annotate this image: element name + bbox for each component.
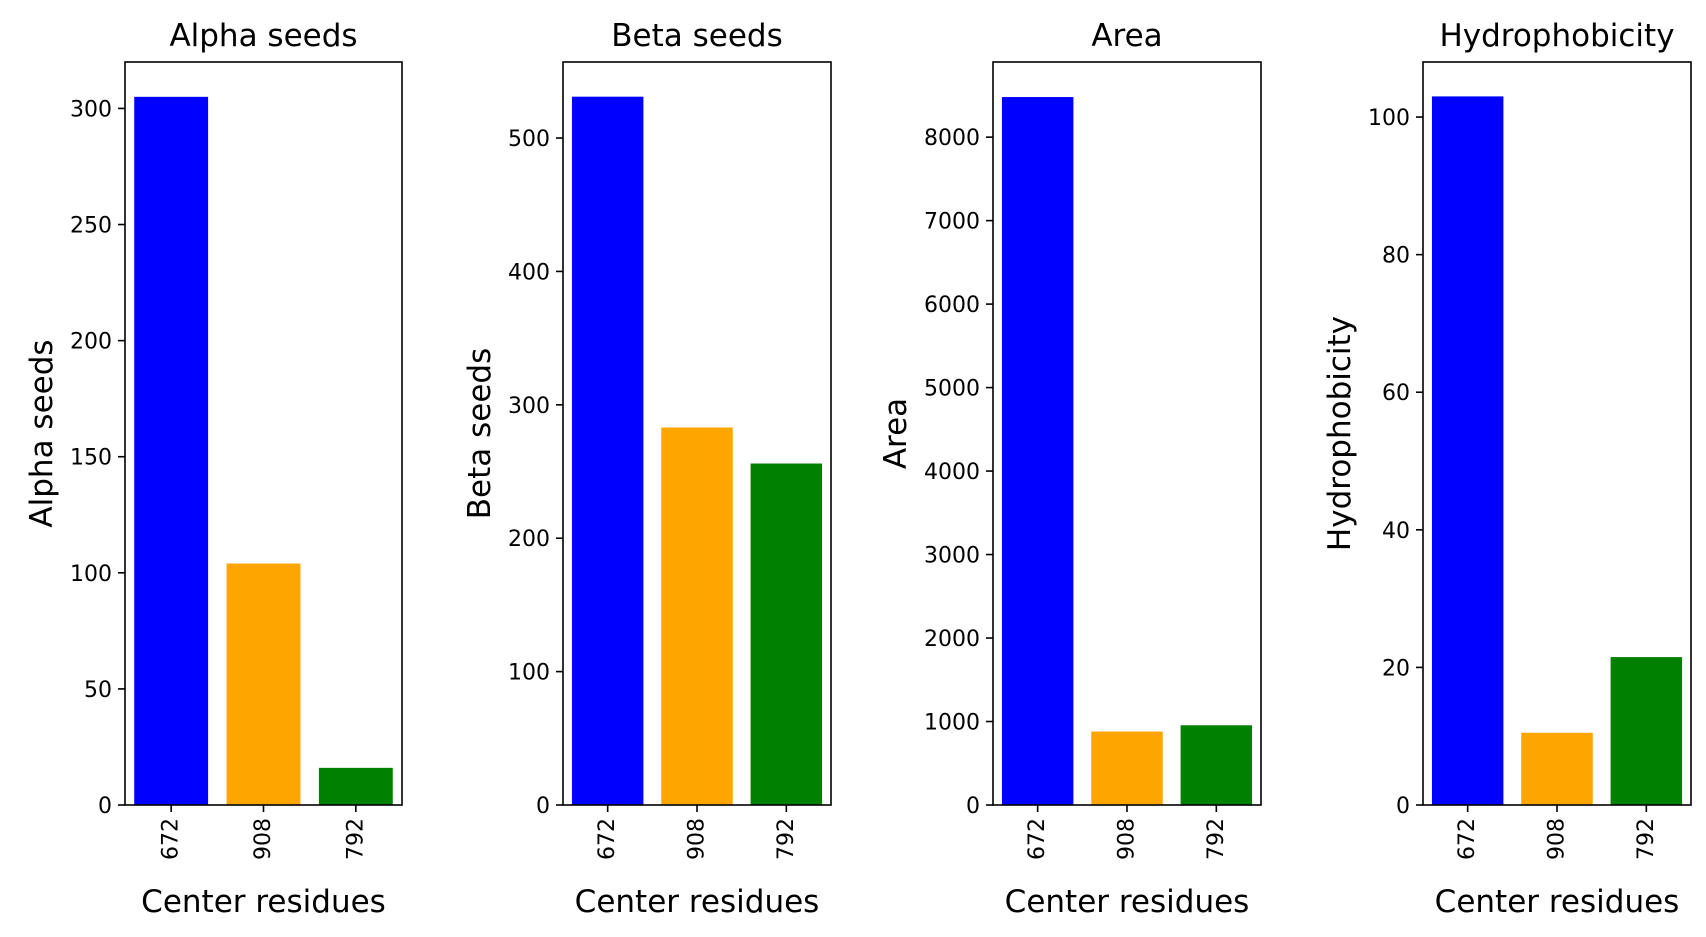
y-tick-label: 0 bbox=[1396, 794, 1410, 819]
x-tick-label: 672 bbox=[1455, 818, 1480, 860]
y-tick-label: 250 bbox=[70, 214, 112, 239]
x-axis-label: Center residues bbox=[1005, 884, 1250, 920]
y-tick-label: 200 bbox=[508, 527, 550, 552]
y-tick-label: 2000 bbox=[924, 627, 980, 652]
x-axis-label: Center residues bbox=[1435, 884, 1680, 920]
y-tick-label: 400 bbox=[508, 260, 550, 285]
plot-frame bbox=[124, 61, 403, 806]
y-axis-label: Beta seeds bbox=[462, 348, 498, 519]
y-tick-label: 150 bbox=[70, 446, 112, 471]
plot-frame bbox=[1422, 61, 1692, 806]
bar-672 bbox=[1431, 96, 1504, 806]
chart-title: Hydrophobicity bbox=[1439, 18, 1674, 54]
y-ticks: 0 100 200 300 400 500 bbox=[508, 127, 563, 819]
bar-672 bbox=[134, 96, 209, 805]
y-tick-label: 0 bbox=[966, 794, 980, 819]
bars bbox=[134, 96, 393, 805]
y-tick-label: 100 bbox=[70, 562, 112, 587]
bar-908 bbox=[1091, 731, 1163, 805]
x-ticks: 672 908 792 bbox=[595, 805, 799, 860]
y-axis-label: Area bbox=[878, 398, 914, 469]
bars bbox=[571, 96, 823, 805]
y-tick-label: 4000 bbox=[924, 460, 980, 485]
y-tick-label: 40 bbox=[1382, 519, 1410, 544]
x-tick-label: 908 bbox=[1115, 818, 1140, 860]
bar-672 bbox=[1001, 97, 1074, 805]
y-tick-label: 500 bbox=[508, 127, 550, 152]
chart-title: Alpha seeds bbox=[169, 18, 357, 54]
chart-title: Area bbox=[1091, 18, 1162, 54]
bar-792 bbox=[750, 463, 823, 805]
y-tick-label: 60 bbox=[1382, 381, 1410, 406]
x-ticks: 672 908 792 bbox=[159, 805, 368, 860]
chart-title: Beta seeds bbox=[611, 18, 782, 54]
y-tick-label: 7000 bbox=[924, 210, 980, 235]
x-axis-label: Center residues bbox=[141, 884, 386, 920]
x-ticks: 672 908 792 bbox=[1025, 805, 1229, 860]
x-axis-label: Center residues bbox=[575, 884, 820, 920]
y-tick-label: 20 bbox=[1382, 656, 1410, 681]
bar-908 bbox=[226, 563, 301, 805]
bar-672 bbox=[571, 96, 644, 805]
x-tick-label: 908 bbox=[1545, 818, 1570, 860]
subplot-alpha-seeds: Alpha seeds Alpha seeds Center residues … bbox=[24, 18, 403, 920]
subplot-area: Area Area Center residues 0 1000 2000 3000 4… bbox=[878, 18, 1262, 920]
x-tick-label: 672 bbox=[1025, 818, 1050, 860]
y-tick-label: 6000 bbox=[924, 293, 980, 318]
y-tick-label: 100 bbox=[1368, 106, 1410, 131]
bar-792 bbox=[1610, 657, 1683, 805]
y-tick-label: 100 bbox=[508, 661, 550, 686]
y-ticks: 0 1000 2000 3000 4000 5000 6000 7000 8000 bbox=[924, 126, 993, 819]
x-tick-label: 908 bbox=[251, 818, 276, 860]
y-tick-label: 5000 bbox=[924, 377, 980, 402]
x-ticks: 672 908 792 bbox=[1455, 805, 1659, 860]
x-tick-label: 672 bbox=[159, 818, 184, 860]
y-tick-label: 8000 bbox=[924, 126, 980, 151]
y-tick-label: 3000 bbox=[924, 544, 980, 569]
bars bbox=[1001, 97, 1253, 805]
y-tick-label: 80 bbox=[1382, 244, 1410, 269]
x-tick-label: 908 bbox=[685, 818, 710, 860]
subplot-beta-seeds: Beta seeds Beta seeds Center residues 0 1… bbox=[462, 18, 832, 920]
y-axis-label: Alpha seeds bbox=[24, 339, 60, 527]
bar-908 bbox=[1521, 732, 1593, 805]
y-ticks: 0 50 100 150 200 250 300 bbox=[70, 97, 125, 819]
y-tick-label: 1000 bbox=[924, 711, 980, 736]
bar-792 bbox=[1180, 725, 1253, 805]
subplot-hydrophobicity: Hydrophobicity Hydrophobicity Center res… bbox=[1322, 18, 1692, 920]
y-tick-label: 0 bbox=[98, 794, 112, 819]
y-ticks: 0 20 40 60 80 100 bbox=[1368, 106, 1423, 819]
y-tick-label: 0 bbox=[536, 794, 550, 819]
x-tick-label: 792 bbox=[343, 818, 368, 860]
y-axis-label: Hydrophobicity bbox=[1322, 316, 1358, 551]
plot-frame bbox=[992, 61, 1262, 806]
x-tick-label: 792 bbox=[1204, 818, 1229, 860]
x-tick-label: 792 bbox=[774, 818, 799, 860]
y-tick-label: 300 bbox=[70, 97, 112, 122]
bar-908 bbox=[661, 427, 733, 805]
y-tick-label: 200 bbox=[70, 330, 112, 355]
bars bbox=[1431, 96, 1683, 806]
x-tick-label: 792 bbox=[1634, 818, 1659, 860]
bar-792 bbox=[318, 767, 393, 805]
y-tick-label: 50 bbox=[84, 678, 112, 703]
plot-frame bbox=[562, 61, 832, 806]
y-tick-label: 300 bbox=[508, 394, 550, 419]
x-tick-label: 672 bbox=[595, 818, 620, 860]
